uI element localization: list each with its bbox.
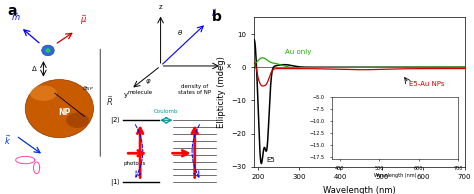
- Text: NP: NP: [58, 108, 70, 117]
- Text: Coulomb: Coulomb: [154, 109, 179, 114]
- Text: $\theta_{NP}$: $\theta_{NP}$: [82, 84, 94, 93]
- Ellipse shape: [42, 45, 54, 56]
- Text: $\vec{R}$: $\vec{R}$: [106, 94, 113, 108]
- Ellipse shape: [25, 80, 93, 138]
- Text: Au only: Au only: [284, 49, 311, 55]
- Text: $\vec{k}$: $\vec{k}$: [4, 133, 11, 147]
- Text: E5: E5: [267, 157, 275, 163]
- Text: density of
states of NP: density of states of NP: [178, 84, 211, 95]
- Text: $\vec{\mu}$: $\vec{\mu}$: [80, 13, 87, 27]
- Text: E5-Au NPs: E5-Au NPs: [409, 81, 444, 87]
- Ellipse shape: [46, 48, 50, 53]
- X-axis label: Wavelength (nm): Wavelength (nm): [323, 186, 395, 194]
- Text: x: x: [227, 63, 231, 69]
- Text: b: b: [211, 10, 221, 24]
- Text: $\varphi$: $\varphi$: [145, 77, 152, 86]
- Text: $\vec{k}$: $\vec{k}$: [210, 8, 217, 19]
- Y-axis label: Ellipticity (mdeg): Ellipticity (mdeg): [217, 56, 226, 128]
- Text: photons: photons: [123, 161, 146, 166]
- Text: $|1\rangle$: $|1\rangle$: [110, 176, 121, 188]
- Text: z: z: [159, 4, 163, 10]
- Text: a: a: [7, 4, 17, 18]
- Text: molecule: molecule: [128, 90, 153, 95]
- Ellipse shape: [66, 113, 89, 128]
- Text: y: y: [123, 92, 128, 98]
- Text: $|2\rangle$: $|2\rangle$: [110, 114, 121, 126]
- Ellipse shape: [30, 85, 57, 101]
- Text: $\theta$: $\theta$: [176, 29, 182, 37]
- Text: $\Delta$: $\Delta$: [31, 64, 38, 73]
- Text: $\vec{m}$: $\vec{m}$: [11, 11, 21, 23]
